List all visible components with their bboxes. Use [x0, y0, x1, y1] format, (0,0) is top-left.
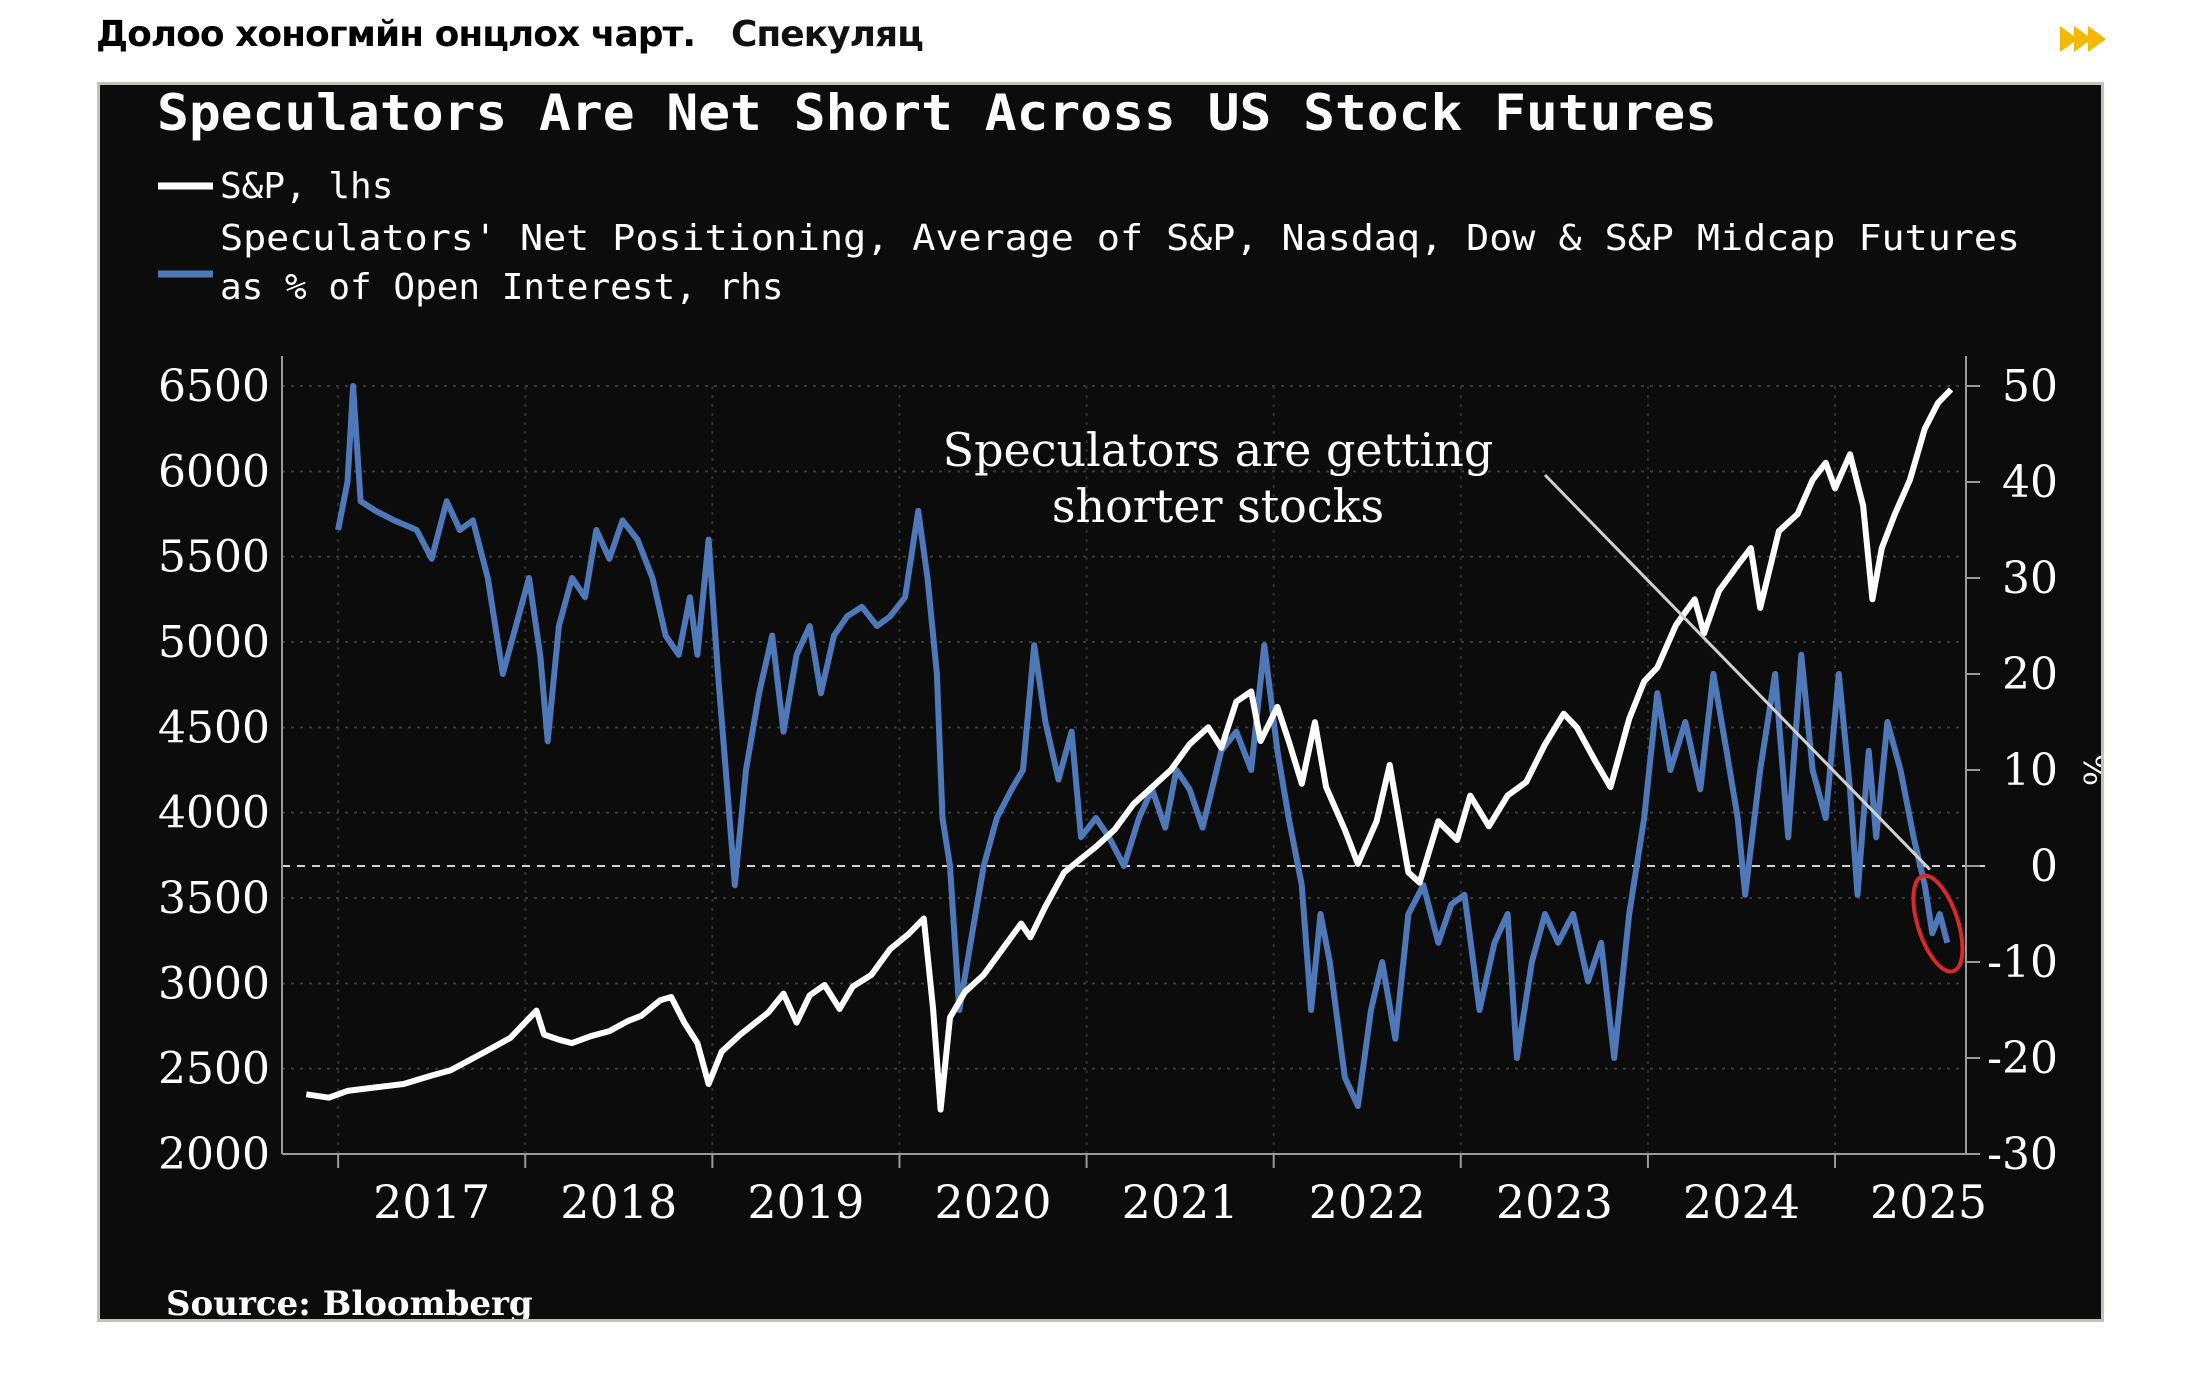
- topic-label: Спекуляц: [731, 14, 924, 55]
- x-tick-label: 2020: [934, 1175, 1051, 1229]
- gridlines: [282, 385, 1966, 1155]
- y-left-tick-label: 2000: [158, 1129, 270, 1180]
- y-right-tick-label: -20: [1987, 1033, 2058, 1084]
- y-left-tick-label: 6500: [158, 361, 270, 412]
- chart-legend: S&P, lhs Speculators' Net Positioning, A…: [158, 166, 2020, 308]
- y-right-tick-label: 50: [2002, 361, 2058, 412]
- chart-title: Speculators Are Net Short Across US Stoc…: [157, 85, 1717, 142]
- x-tick-label: 2023: [1496, 1175, 1613, 1229]
- highlight-circle: [1911, 873, 1965, 974]
- series-line-sp: [305, 387, 1954, 1113]
- source-note: Source: Bloomberg: [166, 1284, 533, 1319]
- legend-label-positioning-line1: Speculators' Net Positioning, Average of…: [220, 218, 2020, 259]
- chart-panel: Speculators Are Net Short Across US Stoc…: [97, 82, 2104, 1322]
- y-axis-left-ticks: 6500 6000 5500 5000 4500 4000 3500 3000 2500 2000: [158, 361, 270, 1180]
- axes: [281, 356, 1980, 1168]
- x-tick-label: 2018: [560, 1175, 677, 1229]
- x-tick-label: 2017: [373, 1175, 490, 1229]
- series-line-net-positioning: [335, 383, 1951, 1109]
- y-left-tick-label: 5500: [158, 532, 270, 583]
- x-tick-label: 2025: [1870, 1175, 1987, 1229]
- annotation-pointer-line: [1543, 473, 1932, 871]
- legend-label-sp: S&P, lhs: [220, 166, 393, 207]
- section-label: Долоо хоногмйн онцлох чарт.: [96, 14, 696, 55]
- annotation-text-line2: shorter stocks: [1052, 479, 1384, 533]
- y-left-tick-label: 3500: [158, 873, 270, 924]
- y-axis-right-unit-label: %: [2075, 754, 2101, 786]
- y-right-tick-label: 40: [2002, 457, 2058, 508]
- y-right-tick-label: -10: [1987, 937, 2058, 988]
- y-right-tick-label: 10: [2002, 745, 2058, 796]
- x-axis-ticks: 2017 2018 2019 2020 2021 2022 2023 2024 2025: [373, 1175, 1987, 1229]
- annotation-text-line1: Speculators are getting: [943, 423, 1494, 477]
- y-left-tick-label: 5000: [158, 617, 270, 668]
- page-header: Долоо хоногмйн онцлох чарт. Спекуляц: [96, 14, 2106, 68]
- y-axis-right-ticks: 50 40 30 20 10 0 -10 -20 -30: [1987, 361, 2058, 1180]
- y-left-tick-label: 2500: [158, 1044, 270, 1095]
- x-tick-label: 2021: [1122, 1175, 1239, 1229]
- double-chevron-right-icon[interactable]: [2060, 24, 2106, 54]
- chart-svg: Speculators Are Net Short Across US Stoc…: [157, 85, 2101, 1319]
- y-right-tick-label: 0: [2030, 841, 2058, 892]
- y-left-tick-label: 6000: [158, 446, 270, 497]
- y-left-tick-label: 4500: [158, 702, 270, 753]
- y-right-tick-label: 30: [2002, 553, 2058, 604]
- x-tick-label: 2019: [747, 1175, 864, 1229]
- y-left-tick-label: 3000: [158, 958, 270, 1009]
- y-right-tick-label: 20: [2002, 649, 2058, 700]
- y-right-tick-label: -30: [1987, 1129, 2058, 1180]
- y-left-tick-label: 4000: [158, 788, 270, 839]
- legend-label-positioning-line2: as % of Open Interest, rhs: [220, 267, 784, 308]
- x-tick-label: 2022: [1309, 1175, 1426, 1229]
- x-tick-label: 2024: [1683, 1175, 1800, 1229]
